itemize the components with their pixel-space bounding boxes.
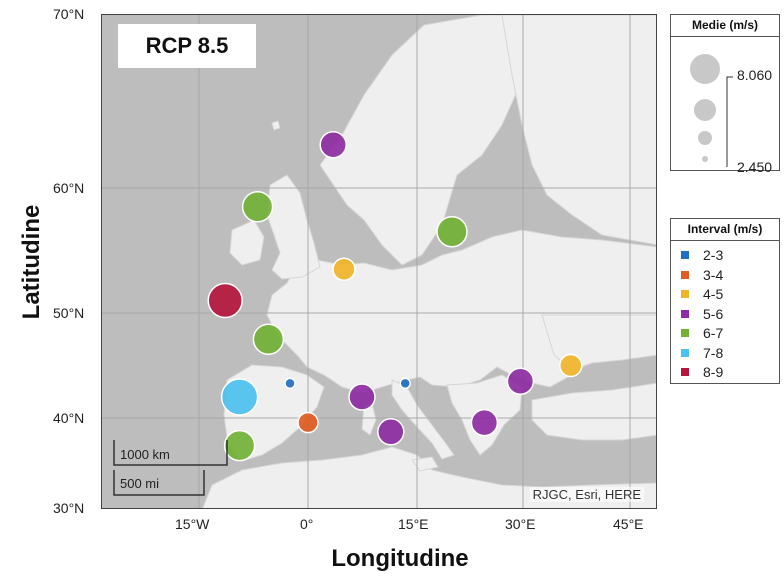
size-legend: Medie (m/s) 8.060 2.450	[670, 14, 780, 175]
size-min-label: 2.450	[737, 159, 773, 175]
scale-km-label: 1000 km	[120, 447, 170, 462]
land-italy	[391, 379, 455, 460]
wind-point[interactable]	[220, 378, 259, 416]
graticule	[102, 15, 656, 508]
lon-tick-0: 0°	[300, 516, 314, 532]
interval-label: 4-5	[703, 286, 724, 302]
interval-legend-title: Interval (m/s)	[671, 219, 779, 241]
wind-point[interactable]	[436, 216, 468, 248]
interval-swatch	[681, 290, 689, 298]
size-symbol-medium	[694, 99, 716, 121]
size-range-bracket	[726, 76, 733, 167]
interval-label: 8-9	[703, 364, 724, 380]
size-symbol-large	[690, 54, 720, 84]
wind-point[interactable]	[223, 429, 256, 462]
interval-legend: Interval (m/s) 2-3 3-4 4-5 5-6 6-7 7-8 8-9	[670, 218, 780, 384]
scale-bar	[113, 440, 228, 496]
basemap	[102, 15, 656, 508]
interval-swatch	[681, 348, 689, 357]
land-turkey	[531, 382, 656, 441]
wind-point[interactable]	[470, 408, 499, 437]
land-finland	[501, 15, 656, 246]
wind-point[interactable]	[284, 377, 296, 390]
interval-swatch	[681, 270, 689, 279]
interval-swatch	[681, 251, 689, 259]
scale-bar-km	[113, 440, 228, 466]
wind-point[interactable]	[332, 257, 356, 281]
map-panel[interactable]: 1000 km 500 mi RJGC, Esri, HERE	[101, 14, 657, 509]
interval-legend-item: 6-7	[681, 325, 723, 341]
interval-legend-item: 8-9	[681, 364, 723, 380]
wind-point[interactable]	[252, 323, 285, 355]
land-faroe	[271, 120, 281, 131]
interval-label: 5-6	[703, 305, 724, 322]
x-axis-title: Longitudine	[331, 545, 469, 572]
size-max-label: 8.060	[737, 67, 773, 83]
wind-points	[207, 131, 583, 462]
size-legend-symbols	[690, 54, 733, 167]
scenario-label: RCP 8.5	[118, 24, 256, 68]
interval-swatch	[681, 329, 689, 337]
lon-tick-15e: 15°E	[398, 516, 429, 532]
lat-tick-50: 50°N	[53, 305, 85, 321]
interval-label: 7-8	[703, 344, 724, 361]
wind-point[interactable]	[207, 282, 243, 319]
size-symbol-small	[698, 131, 712, 145]
lon-tick-30e: 30°E	[505, 516, 536, 532]
lat-tick-30: 30°N	[53, 500, 85, 516]
interval-label: 3-4	[703, 266, 724, 283]
interval-legend-item: 5-6	[681, 306, 723, 322]
size-symbol-tiny	[702, 156, 708, 162]
interval-legend-item: 7-8	[681, 345, 723, 361]
lat-tick-40: 40°N	[53, 410, 85, 426]
lon-tick-45e: 45°E	[613, 516, 644, 532]
interval-swatch	[681, 368, 689, 376]
wind-point[interactable]	[506, 367, 535, 395]
wind-point[interactable]	[297, 411, 319, 434]
interval-legend-item: 3-4	[681, 267, 723, 283]
y-axis-title: Latitudine	[18, 204, 45, 320]
lon-tick-15w: 15°W	[175, 516, 210, 532]
wind-point[interactable]	[319, 131, 347, 159]
scale-bar-mi	[113, 470, 205, 496]
interval-legend-item: 2-3	[681, 247, 723, 263]
scale-mi-label: 500 mi	[120, 476, 160, 491]
lat-tick-70: 70°N	[53, 6, 85, 22]
interval-label: 6-7	[703, 325, 724, 341]
size-legend-title: Medie (m/s)	[671, 15, 779, 37]
wind-point[interactable]	[377, 418, 405, 446]
land-scandinavia	[319, 15, 533, 266]
interval-legend-item: 4-5	[681, 286, 723, 302]
interval-swatch	[681, 309, 689, 318]
wind-point[interactable]	[399, 377, 411, 390]
wind-point[interactable]	[348, 383, 376, 411]
wind-point[interactable]	[559, 353, 583, 378]
lat-tick-60: 60°N	[53, 180, 85, 196]
land-britain	[266, 174, 321, 280]
wind-point[interactable]	[241, 191, 274, 223]
interval-label: 2-3	[703, 247, 724, 263]
map-credits: RJGC, Esri, HERE	[529, 487, 644, 502]
